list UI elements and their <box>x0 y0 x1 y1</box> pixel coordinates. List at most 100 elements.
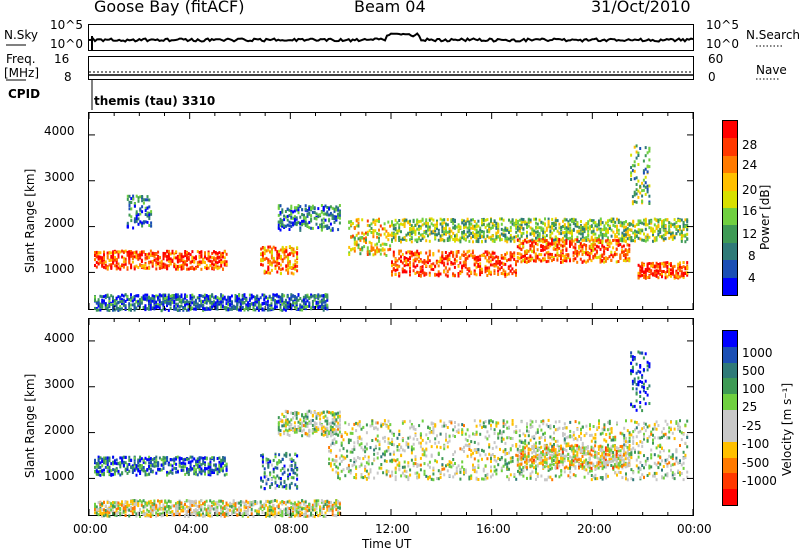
data-cell <box>392 223 395 227</box>
data-cell <box>392 227 395 231</box>
data-cell <box>679 225 681 229</box>
data-cell <box>267 461 270 465</box>
data-cell <box>405 261 408 265</box>
data-cell <box>551 255 553 259</box>
data-cell <box>430 264 433 268</box>
data-cell <box>144 263 147 267</box>
data-cell <box>193 472 196 476</box>
data-cell <box>391 264 393 268</box>
data-cell <box>376 235 379 239</box>
data-cell <box>619 243 622 247</box>
date-title: 31/Oct/2010 <box>591 0 691 16</box>
data-cell <box>405 251 408 255</box>
data-cell <box>266 299 269 303</box>
data-cell <box>171 251 174 255</box>
data-cell <box>272 458 275 462</box>
data-cell <box>261 455 264 459</box>
data-cell <box>491 251 494 255</box>
data-cell <box>516 238 519 242</box>
data-cell <box>191 467 194 471</box>
data-cell <box>635 192 638 196</box>
data-cell <box>166 249 169 253</box>
data-cell <box>673 236 676 240</box>
data-cell <box>122 302 125 306</box>
data-cell <box>276 256 279 260</box>
data-cell <box>180 457 183 461</box>
data-cell <box>274 264 277 268</box>
data-cell <box>680 274 683 278</box>
data-cell <box>520 241 523 245</box>
data-cell <box>477 230 480 234</box>
data-cell <box>254 295 257 299</box>
data-cell <box>428 239 431 243</box>
data-cell <box>581 248 584 252</box>
data-cell <box>526 234 528 238</box>
data-cell <box>304 305 307 309</box>
data-cell <box>661 262 663 266</box>
data-cell <box>608 244 611 248</box>
data-cell <box>288 224 291 228</box>
data-cell <box>542 234 545 238</box>
data-cell <box>452 238 455 241</box>
data-cell <box>153 254 156 258</box>
data-cell <box>113 251 116 254</box>
data-cell <box>509 226 512 229</box>
data-cell <box>265 256 268 260</box>
data-cell <box>486 229 489 233</box>
data-cell <box>257 301 260 305</box>
data-cell <box>454 226 456 230</box>
data-cell <box>576 221 579 225</box>
data-cell <box>106 463 109 467</box>
data-cell <box>580 237 582 241</box>
data-cell <box>209 457 212 461</box>
data-cell <box>260 259 263 263</box>
data-cell <box>329 211 332 215</box>
data-cell <box>498 260 501 263</box>
data-cell <box>245 303 248 307</box>
data-cell <box>250 296 253 300</box>
data-cell <box>149 463 152 467</box>
data-cell <box>162 251 165 255</box>
data-cell <box>193 300 196 304</box>
data-cell <box>679 265 681 269</box>
data-cell <box>295 296 298 300</box>
data-cell <box>565 232 568 236</box>
data-cell <box>112 308 114 312</box>
data-cell <box>279 248 282 252</box>
data-cell <box>182 306 185 309</box>
data-cell <box>430 222 433 226</box>
data-cell <box>279 224 282 228</box>
data-cell <box>506 259 508 263</box>
data-cell <box>655 238 658 242</box>
data-cell <box>144 220 147 224</box>
data-cell <box>106 306 109 310</box>
data-cell <box>590 230 593 234</box>
data-cell <box>128 213 131 217</box>
data-cell <box>524 257 526 261</box>
data-cell <box>322 206 325 210</box>
data-cell <box>126 295 129 299</box>
data-cell <box>572 217 575 221</box>
data-cell <box>516 245 519 249</box>
data-cell <box>491 258 494 262</box>
data-cell <box>180 461 183 465</box>
data-cell <box>153 252 156 256</box>
data-cell <box>162 300 165 304</box>
data-cell <box>466 230 469 234</box>
data-cell <box>196 463 199 467</box>
data-cell <box>247 308 250 312</box>
data-cell <box>265 482 268 486</box>
data-cell <box>475 231 478 235</box>
data-cell <box>146 198 149 202</box>
data-cell <box>499 236 501 240</box>
data-cell <box>184 300 187 304</box>
velocity-cbar-tick: -500 <box>742 456 770 470</box>
data-cell <box>686 220 689 223</box>
data-cell <box>171 458 174 462</box>
data-cell <box>329 464 332 468</box>
data-cell <box>355 224 358 228</box>
data-cell <box>284 300 287 303</box>
data-cell <box>302 295 305 299</box>
data-cell <box>311 300 314 303</box>
data-cell <box>626 222 629 226</box>
